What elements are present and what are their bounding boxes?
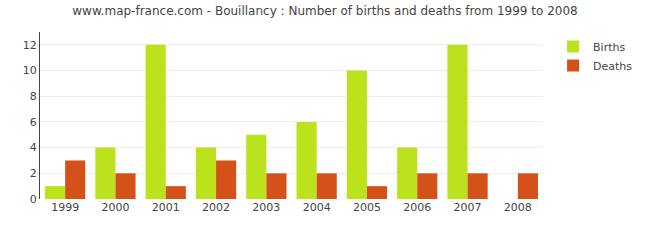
svg-text:2006: 2006 <box>403 201 431 214</box>
svg-text:12: 12 <box>23 39 37 52</box>
svg-text:4: 4 <box>30 141 37 154</box>
svg-text:www.map-france.com - Bouillanc: www.map-france.com - Bouillancy : Number… <box>72 4 577 18</box>
svg-text:10: 10 <box>23 64 37 77</box>
svg-text:2008: 2008 <box>504 201 532 214</box>
svg-text:2002: 2002 <box>202 201 230 214</box>
svg-text:6: 6 <box>30 116 37 129</box>
svg-text:1999: 1999 <box>51 201 79 214</box>
svg-text:Births: Births <box>593 41 625 54</box>
svg-text:2003: 2003 <box>252 201 280 214</box>
svg-text:2: 2 <box>30 167 37 180</box>
svg-text:8: 8 <box>30 90 37 103</box>
svg-text:Deaths: Deaths <box>593 60 632 73</box>
svg-text:2000: 2000 <box>101 201 129 214</box>
svg-text:2001: 2001 <box>152 201 180 214</box>
svg-text:2004: 2004 <box>303 201 331 214</box>
svg-text:0: 0 <box>30 193 37 206</box>
svg-text:2005: 2005 <box>353 201 381 214</box>
svg-text:2007: 2007 <box>454 201 482 214</box>
